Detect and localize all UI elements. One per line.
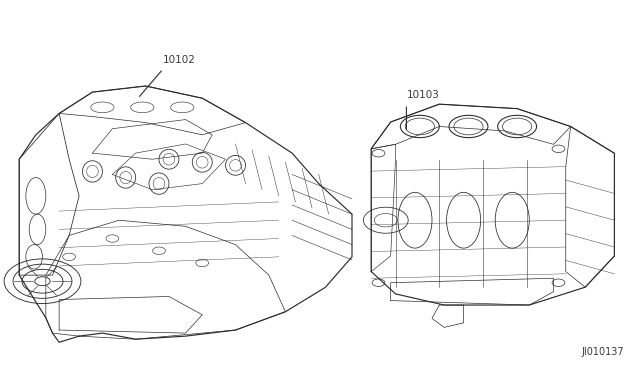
Text: 10103: 10103 bbox=[406, 90, 439, 100]
Text: 10102: 10102 bbox=[163, 55, 196, 65]
Text: JI010137: JI010137 bbox=[581, 347, 624, 357]
